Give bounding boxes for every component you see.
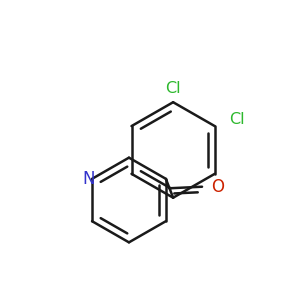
Text: Cl: Cl — [165, 81, 181, 96]
Text: N: N — [83, 170, 95, 188]
Text: O: O — [211, 178, 224, 196]
Text: Cl: Cl — [229, 112, 244, 128]
